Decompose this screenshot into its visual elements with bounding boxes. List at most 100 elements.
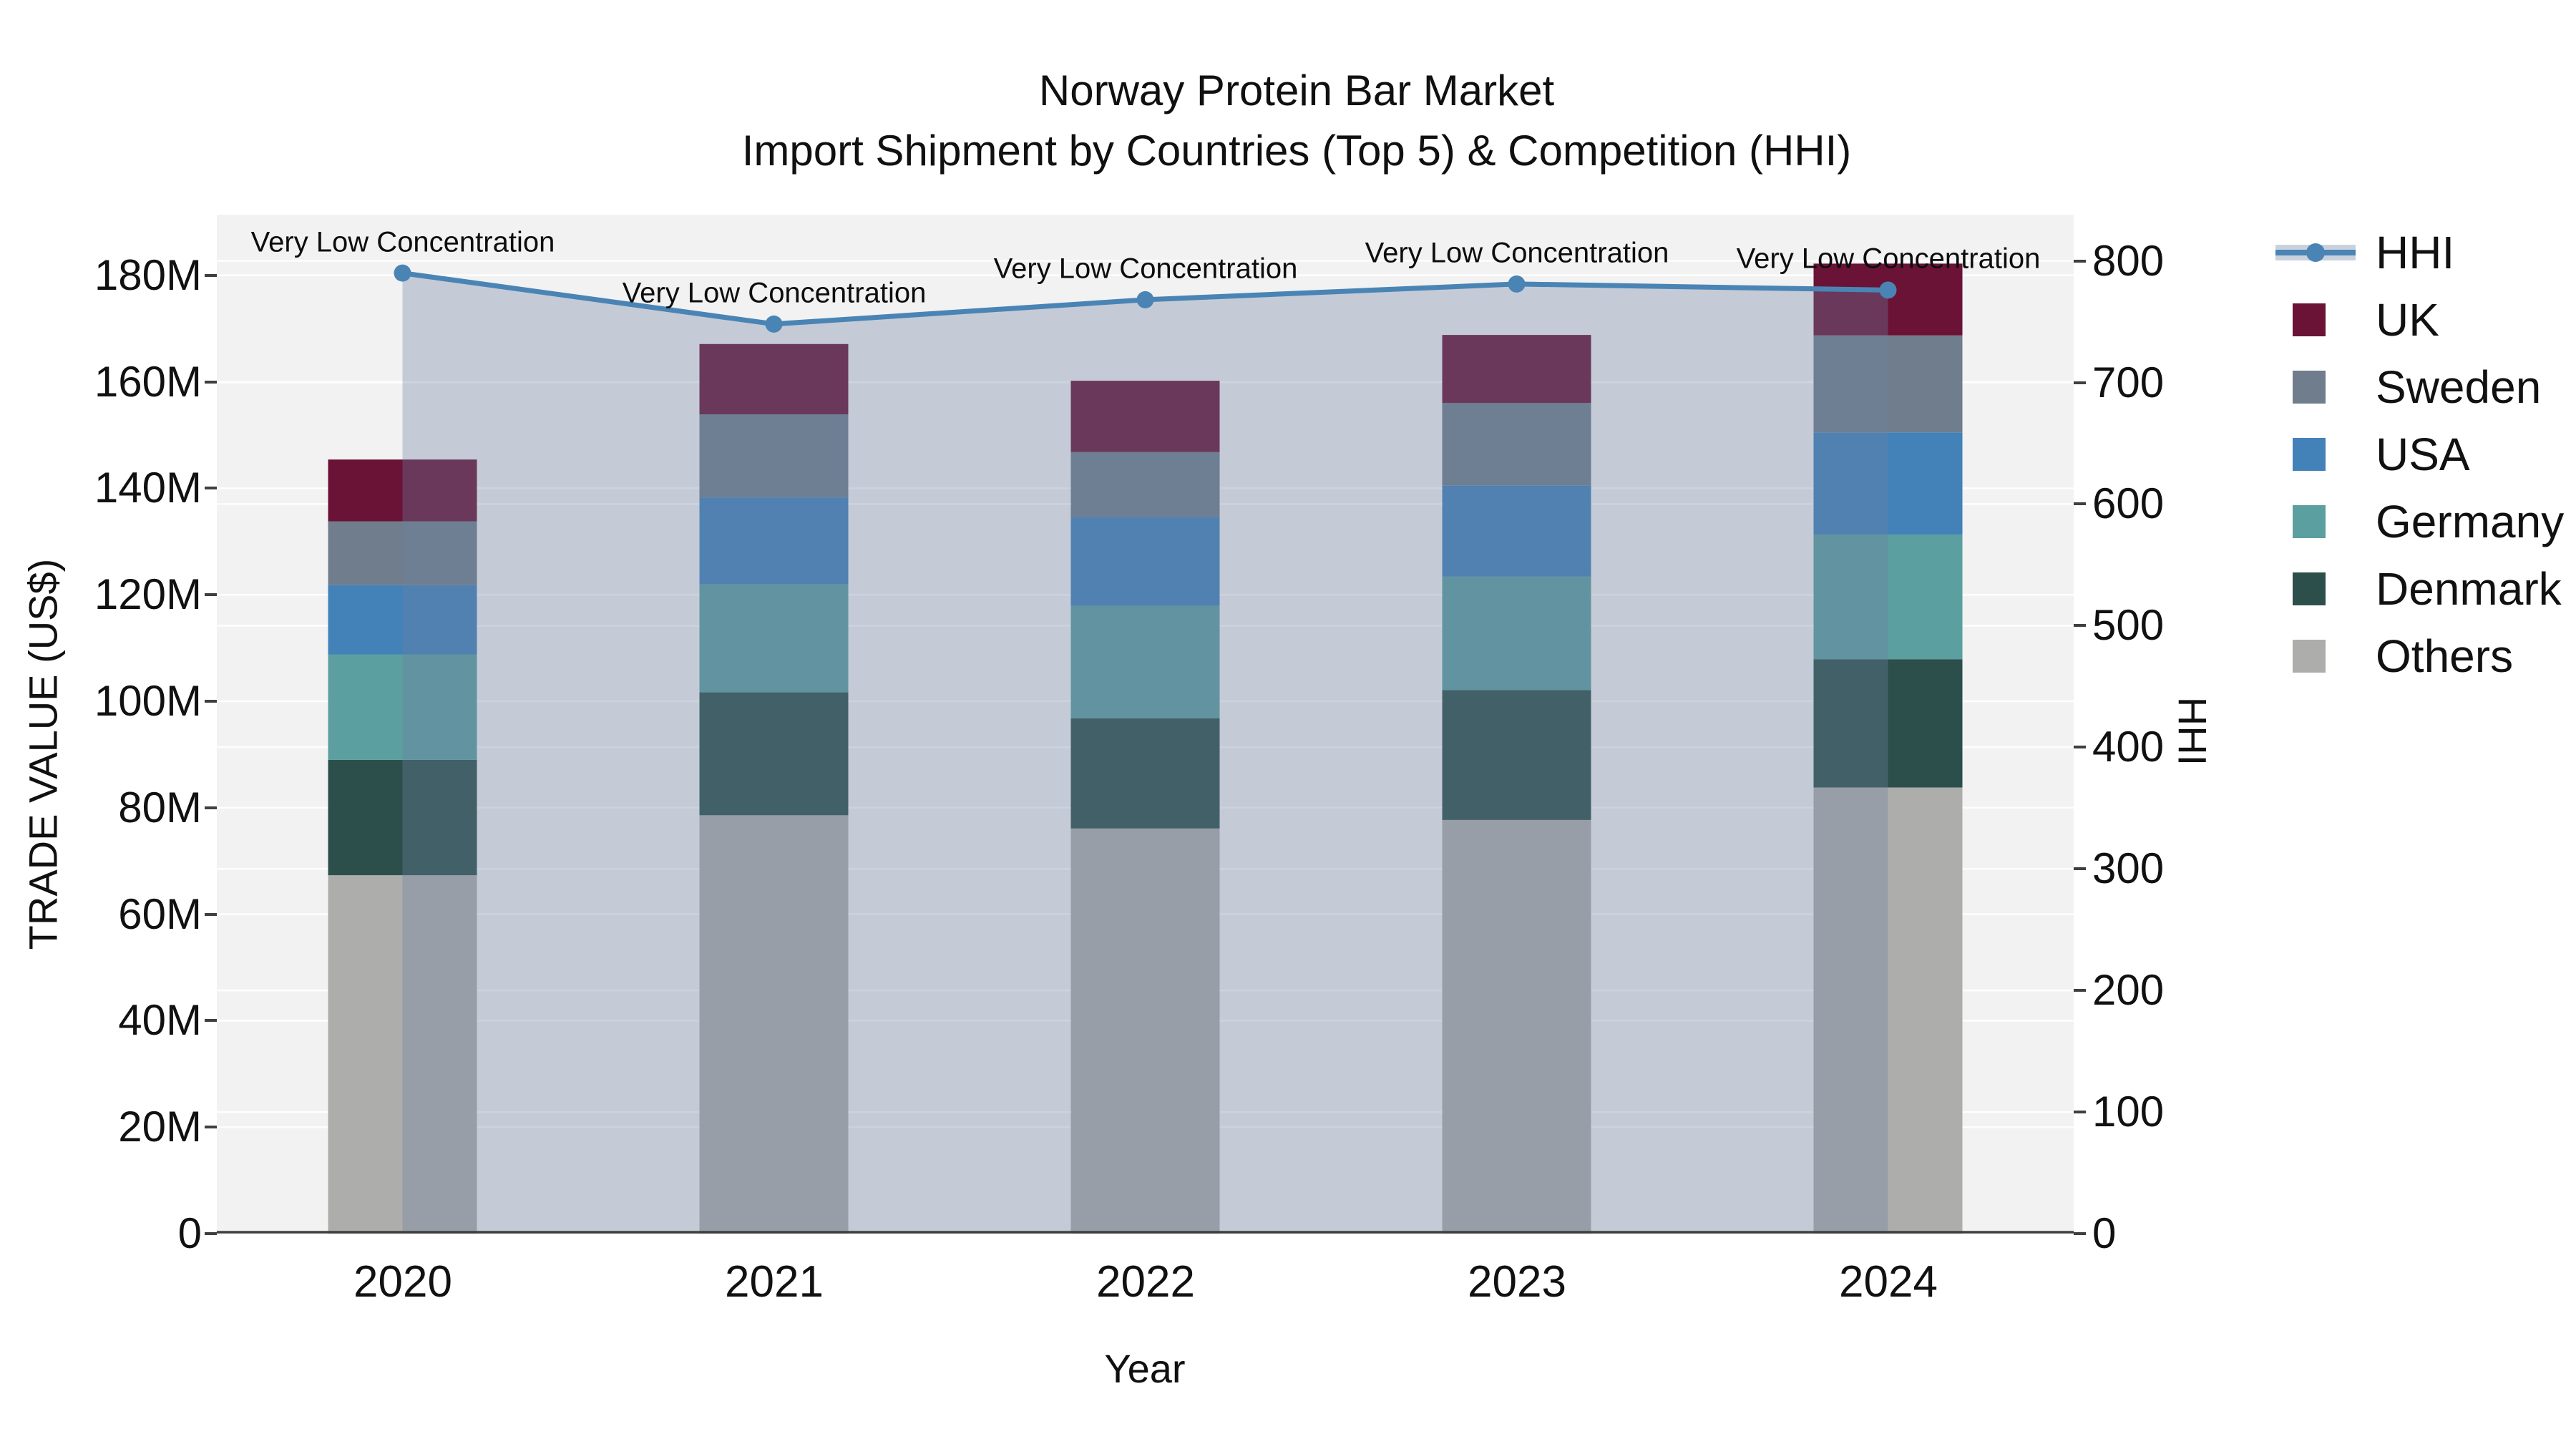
ytick-mark-left <box>205 700 217 703</box>
bar-segment-2020-others[interactable] <box>328 875 477 1234</box>
bar-segment-2021-sweden[interactable] <box>699 414 849 498</box>
legend-swatch-others <box>2275 623 2356 690</box>
ytick-mark-left <box>205 274 217 277</box>
legend-item-germany[interactable]: Germany <box>2275 488 2564 555</box>
bar-segment-2021-denmark[interactable] <box>699 692 849 816</box>
legend-item-usa[interactable]: USA <box>2275 421 2564 488</box>
ytick-right-600: 600 <box>2092 479 2165 527</box>
ytick-left-0: 0 <box>177 1209 202 1257</box>
ytick-mark-left <box>205 487 217 489</box>
bar-segment-2020-denmark[interactable] <box>328 759 477 876</box>
bar-segment-2023-sweden[interactable] <box>1442 403 1591 486</box>
ytick-left-160M: 160M <box>94 358 202 406</box>
bar-segment-2024-uk[interactable] <box>1813 263 1963 336</box>
bar-segment-2022-denmark[interactable] <box>1070 718 1220 829</box>
ytick-left-180M: 180M <box>94 251 202 299</box>
legend-label-sweden: Sweden <box>2376 361 2542 413</box>
bar-segment-2023-denmark[interactable] <box>1442 690 1591 820</box>
hhi-marker-2022[interactable] <box>1136 291 1154 308</box>
ytick-right-800: 800 <box>2092 237 2165 285</box>
x-axis-title: Year <box>1104 1346 1186 1391</box>
ytick-left-120M: 120M <box>94 570 202 618</box>
bar-segment-2023-usa[interactable] <box>1442 485 1591 577</box>
legend-label-others: Others <box>2376 630 2514 682</box>
plot-area <box>217 215 2074 1234</box>
ytick-mark-left <box>205 1232 217 1235</box>
legend-label-germany: Germany <box>2376 496 2565 547</box>
bar-segment-2021-uk[interactable] <box>699 343 849 414</box>
annotation-2021: Very Low Concentration <box>622 277 927 309</box>
annotation-2023: Very Low Concentration <box>1365 237 1669 269</box>
legend: HHI UK Sweden USA Germany Denmark <box>2275 219 2564 690</box>
ytick-mark-right <box>2074 867 2086 870</box>
ytick-left-80M: 80M <box>118 784 202 831</box>
bar-segment-2024-germany[interactable] <box>1813 535 1963 660</box>
bar-segment-2020-usa[interactable] <box>328 585 477 655</box>
xtick-2024: 2024 <box>1839 1257 1938 1307</box>
bar-segment-2022-sweden[interactable] <box>1070 452 1220 517</box>
ytick-mark-right <box>2074 381 2086 384</box>
bar-segment-2021-usa[interactable] <box>699 497 849 585</box>
ytick-mark-left <box>205 593 217 596</box>
bar-segment-2020-sweden[interactable] <box>328 521 477 585</box>
xtick-2021: 2021 <box>725 1257 824 1307</box>
ytick-mark-left <box>205 913 217 916</box>
ytick-right-200: 200 <box>2092 966 2165 1014</box>
bar-segment-2020-uk[interactable] <box>328 459 477 522</box>
hhi-marker-2020[interactable] <box>394 264 411 282</box>
bar-segment-2020-germany[interactable] <box>328 654 477 760</box>
bar-segment-2023-germany[interactable] <box>1442 576 1591 691</box>
bar-segment-2021-others[interactable] <box>699 815 849 1234</box>
hhi-marker-2024[interactable] <box>1879 281 1897 299</box>
bar-segment-2022-others[interactable] <box>1070 828 1220 1234</box>
ytick-right-100: 100 <box>2092 1088 2165 1136</box>
bar-segment-2024-sweden[interactable] <box>1813 335 1963 433</box>
bar-segment-2023-uk[interactable] <box>1442 335 1591 404</box>
ytick-left-140M: 140M <box>94 464 202 512</box>
legend-item-hhi[interactable]: HHI <box>2275 219 2564 286</box>
legend-label-denmark: Denmark <box>2376 563 2562 615</box>
legend-swatch-sweden <box>2275 353 2356 421</box>
legend-label-usa: USA <box>2376 429 2470 480</box>
annotation-2022: Very Low Concentration <box>993 253 1298 285</box>
annotation-2024: Very Low Concentration <box>1736 243 2041 275</box>
ytick-mark-right <box>2074 624 2086 627</box>
ytick-left-20M: 20M <box>118 1103 202 1151</box>
chart-title-line2: Import Shipment by Countries (Top 5) & C… <box>741 127 1852 175</box>
chart-title-line1: Norway Protein Bar Market <box>1038 67 1555 114</box>
ytick-mark-right <box>2074 260 2086 263</box>
bar-segment-2023-others[interactable] <box>1442 819 1591 1234</box>
legend-label-uk: UK <box>2376 294 2439 346</box>
legend-item-uk[interactable]: UK <box>2275 286 2564 353</box>
ytick-right-300: 300 <box>2092 844 2165 892</box>
legend-swatch-denmark <box>2275 555 2356 623</box>
bar-segment-2024-others[interactable] <box>1813 787 1963 1234</box>
bar-segment-2022-usa[interactable] <box>1070 517 1220 606</box>
ytick-mark-left <box>205 1126 217 1128</box>
xtick-2023: 2023 <box>1468 1257 1566 1307</box>
bar-segment-2021-germany[interactable] <box>699 584 849 693</box>
legend-item-sweden[interactable]: Sweden <box>2275 353 2564 421</box>
xtick-2022: 2022 <box>1096 1257 1195 1307</box>
bar-segment-2022-uk[interactable] <box>1070 381 1220 452</box>
bar-segment-2024-denmark[interactable] <box>1813 659 1963 788</box>
ytick-mark-left <box>205 806 217 809</box>
bar-segment-2022-germany[interactable] <box>1070 605 1220 718</box>
ytick-mark-right <box>2074 1232 2086 1235</box>
legend-hhi-line-sample <box>2275 219 2356 286</box>
legend-label-hhi: HHI <box>2376 227 2455 278</box>
annotation-2020: Very Low Concentration <box>250 226 555 258</box>
legend-item-denmark[interactable]: Denmark <box>2275 555 2564 623</box>
hhi-marker-2021[interactable] <box>765 315 783 333</box>
ytick-mark-right <box>2074 1111 2086 1113</box>
ytick-mark-left <box>205 381 217 384</box>
plot-svg <box>217 260 2074 1234</box>
hhi-marker-2023[interactable] <box>1508 275 1526 293</box>
ytick-right-0: 0 <box>2092 1209 2117 1257</box>
ytick-mark-right <box>2074 746 2086 748</box>
legend-swatch-uk <box>2275 286 2356 353</box>
bar-segment-2024-usa[interactable] <box>1813 432 1963 535</box>
ytick-left-40M: 40M <box>118 996 202 1044</box>
legend-item-others[interactable]: Others <box>2275 623 2564 690</box>
